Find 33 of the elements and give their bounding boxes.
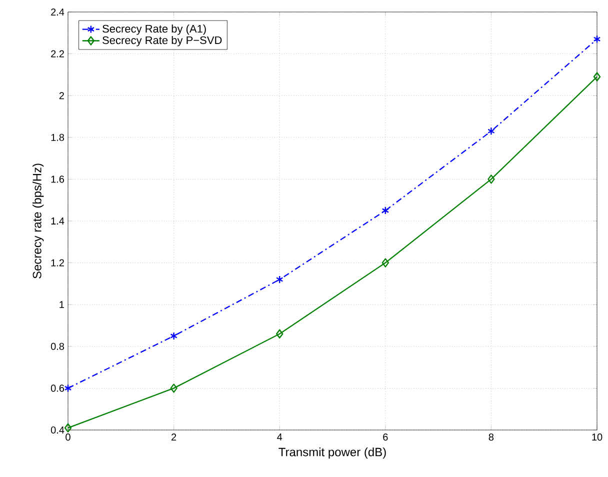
point [170, 332, 178, 340]
y-tick-label: 1 [60, 301, 64, 308]
point [276, 329, 284, 338]
point [593, 35, 601, 44]
y-tick-label: 0.8 [50, 342, 64, 350]
x-tick-label: 8 [488, 434, 494, 441]
point [64, 384, 72, 392]
y-tick-label: 1.8 [51, 134, 64, 141]
point [593, 72, 601, 82]
point [488, 127, 495, 136]
point [382, 258, 390, 268]
point [64, 423, 72, 433]
point [382, 206, 390, 215]
x-tick-label: 0 [66, 434, 70, 441]
y-tick-label: 0.4 [50, 426, 64, 434]
legend-label: Secrecy Rate by (A1) [102, 24, 206, 35]
y-tick-label: 2 [59, 92, 64, 100]
x-tick-label: 2 [172, 434, 176, 441]
y-tick-label: 2.4 [51, 8, 64, 16]
point [276, 275, 284, 284]
x-tick-label: 10 [592, 434, 602, 441]
y-axis-title: Secrecy rate (bps/Hz) [32, 164, 44, 278]
point [170, 384, 178, 393]
y-tick-label: 1.6 [51, 176, 64, 183]
x-axis-title: Transmit power (dB) [278, 447, 386, 459]
point [488, 174, 495, 184]
legend-label: Secrecy Rate by P−SVD [102, 36, 222, 46]
y-tick-label: 2.2 [51, 50, 64, 58]
y-tick-label: 0.6 [50, 384, 64, 392]
x-tick-label: 6 [383, 434, 388, 441]
y-tick-label: 1.2 [51, 259, 64, 266]
y-tick-label: 1.4 [51, 218, 64, 224]
x-tick-label: 4 [277, 434, 282, 440]
